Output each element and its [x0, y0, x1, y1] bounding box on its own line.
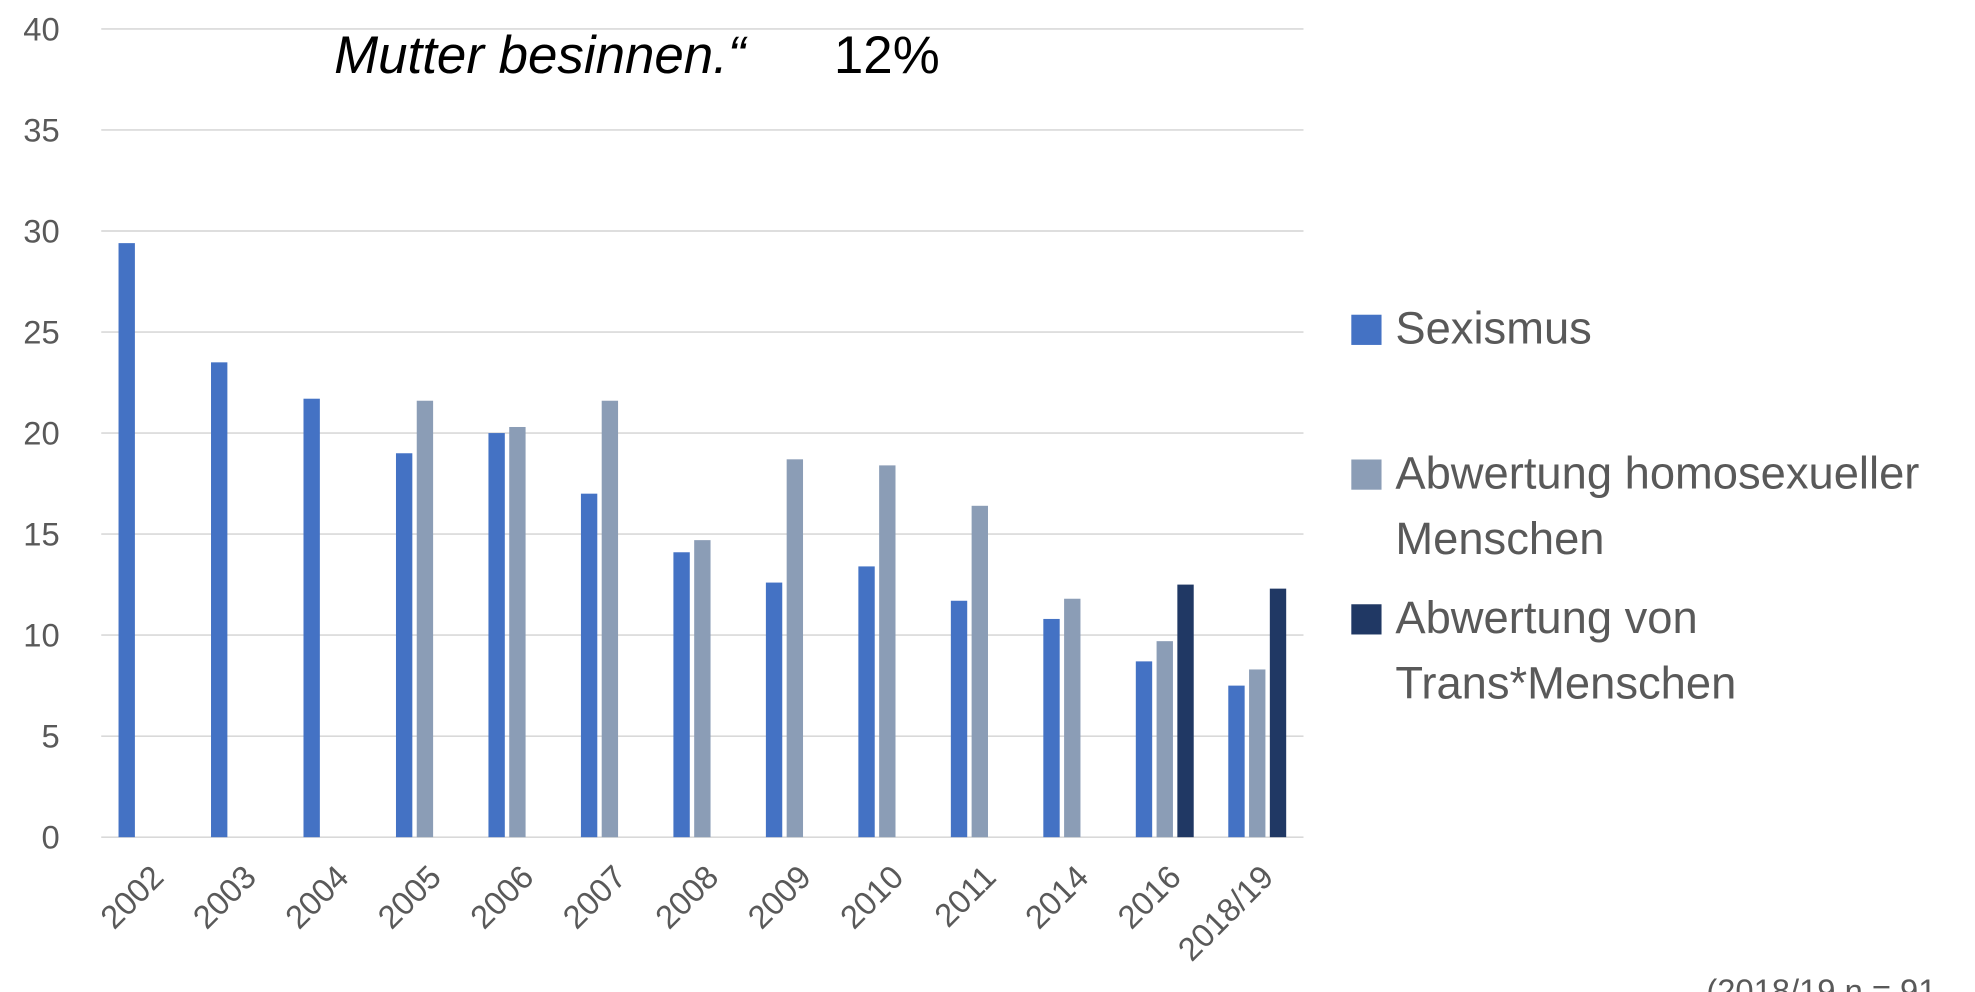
legend-entry: Abwertung homosexueller Menschen — [1395, 446, 1920, 564]
x-tick-label: 2004 — [278, 858, 356, 936]
x-tick-label: 2002 — [93, 858, 171, 936]
y-tick-label: 25 — [23, 313, 59, 350]
bar — [1249, 669, 1266, 838]
x-tick-label: 2010 — [833, 858, 911, 936]
bar — [509, 426, 526, 838]
bar — [673, 552, 690, 838]
legend-label: Abwertung homosexueller Menschen — [1395, 446, 1920, 564]
bar — [1269, 588, 1287, 838]
bar — [1156, 641, 1173, 838]
x-tick-label: 2008 — [648, 858, 726, 936]
x-tick-label: 2005 — [370, 858, 448, 936]
x-tick-label: 2006 — [463, 858, 541, 936]
bar — [395, 453, 413, 838]
legend-swatch — [1351, 459, 1382, 490]
legend-label: Abwertung von Trans*Menschen — [1395, 591, 1737, 709]
y-tick-label: 30 — [23, 212, 59, 249]
bar — [1177, 584, 1194, 838]
x-tick-label: 2016 — [1110, 858, 1188, 936]
footnote: (2018/19 n = 91 — [1706, 972, 1936, 992]
bar — [118, 243, 135, 838]
y-tick-label: 5 — [41, 717, 59, 754]
bar — [950, 600, 968, 838]
x-tick-label: 2014 — [1018, 858, 1096, 936]
annotation: Mutter besinnen.“ — [334, 26, 748, 85]
y-tick-label: 10 — [23, 616, 59, 653]
y-tick-label: 0 — [41, 818, 59, 855]
annotation: 12% — [834, 26, 940, 85]
legend-entry: Sexismus — [1395, 302, 1592, 354]
bar — [211, 362, 228, 838]
bar — [1135, 661, 1153, 838]
x-tick-label: 2007 — [555, 858, 633, 936]
y-tick-label: 40 — [23, 10, 59, 47]
legend-label: Sexismus — [1395, 302, 1592, 354]
legend-entry: Abwertung von Trans*Menschen — [1395, 591, 1737, 709]
bar — [1064, 598, 1081, 838]
bar — [786, 459, 804, 838]
bar — [694, 540, 711, 838]
bar — [416, 400, 434, 838]
y-tick-label: 35 — [23, 111, 59, 148]
bar — [971, 505, 988, 838]
x-tick-label: 2003 — [185, 858, 263, 936]
x-tick-label: 2011 — [927, 858, 1003, 934]
bar — [765, 582, 783, 838]
bar — [580, 493, 598, 838]
bar — [488, 433, 505, 838]
legend-swatch — [1351, 604, 1382, 635]
legend-swatch — [1351, 314, 1382, 345]
bar — [858, 566, 875, 838]
bar — [303, 398, 320, 838]
bar — [879, 465, 896, 838]
y-tick-label: 15 — [23, 515, 59, 552]
bar — [601, 400, 619, 838]
bar — [1228, 685, 1245, 838]
x-tick-label: 2009 — [740, 858, 818, 936]
y-tick-label: 20 — [23, 414, 59, 451]
x-tick-label: 2018/19 — [1170, 858, 1280, 968]
bar — [1043, 618, 1060, 838]
